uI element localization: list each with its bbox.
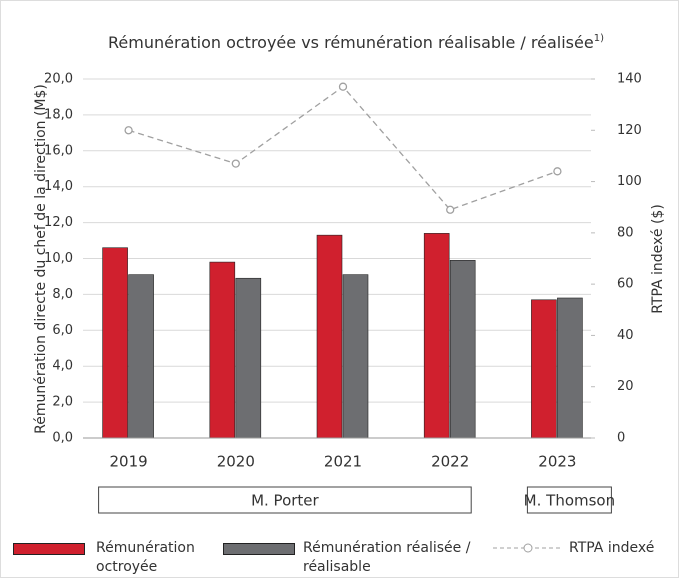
y-tick-label: 18,0 (44, 107, 73, 122)
bar (342, 274, 369, 439)
bar (209, 261, 236, 439)
bar (128, 274, 154, 439)
line-marker (446, 205, 455, 214)
line-marker (231, 159, 240, 168)
bar (531, 299, 557, 439)
y2-tick-label: 100 (617, 174, 642, 189)
line-marker (124, 126, 133, 135)
x-tick-label: 2022 (431, 453, 469, 471)
y2-tick-label: 140 (617, 72, 642, 87)
chart-title: Rémunération octroyée vs rémunération ré… (108, 33, 604, 52)
legend-label: Rémunération réalisée / réalisable (303, 540, 471, 575)
legend-swatch (13, 543, 85, 555)
group-box (98, 486, 472, 514)
y-tick-label: 8,0 (52, 287, 73, 302)
y-tick-label: 4,0 (52, 359, 73, 374)
y-tick-label: 10,0 (44, 251, 73, 266)
bar (557, 297, 583, 439)
y2-tick-label: 60 (617, 277, 634, 292)
x-tick-label: 2020 (217, 453, 255, 471)
y2-tick-label: 80 (617, 225, 634, 240)
y-tick-label: 0,0 (52, 431, 73, 446)
legend-label: RTPA indexé (569, 540, 655, 556)
y2-tick-label: 120 (617, 123, 642, 138)
bar (316, 234, 343, 439)
y-axis-label: Rémunération directe du chef de la direc… (33, 84, 49, 434)
y-tick-label: 16,0 (44, 143, 73, 158)
group-label: M. Porter (251, 492, 319, 510)
title-note: 1) (594, 33, 604, 44)
bar (423, 233, 450, 439)
title-text: Rémunération octroyée vs rémunération ré… (108, 33, 594, 52)
y-tick-label: 6,0 (52, 323, 73, 338)
x-tick-label: 2023 (538, 453, 576, 471)
y-tick-label: 14,0 (44, 179, 73, 194)
y2-axis-label: RTPA indexé ($) (650, 204, 666, 314)
legend-swatch (223, 543, 295, 555)
y2-tick-label: 20 (617, 379, 634, 394)
bar (102, 247, 128, 439)
bar (449, 259, 476, 439)
legend-label: Rémunération octroyée (96, 540, 195, 575)
y-tick-label: 12,0 (44, 215, 73, 230)
y2-tick-label: 0 (617, 431, 625, 446)
legend-swatch (493, 540, 563, 556)
line (128, 85, 558, 211)
bar (235, 277, 262, 439)
y2-tick-label: 40 (617, 328, 634, 343)
x-tick-label: 2021 (324, 453, 362, 471)
x-tick-label: 2019 (110, 453, 148, 471)
line-marker (553, 167, 562, 176)
y-tick-label: 20,0 (44, 72, 73, 87)
y-tick-label: 2,0 (52, 395, 73, 410)
group-label: M. Thomson (524, 492, 615, 510)
group-box (526, 486, 612, 514)
line-marker (338, 82, 348, 91)
